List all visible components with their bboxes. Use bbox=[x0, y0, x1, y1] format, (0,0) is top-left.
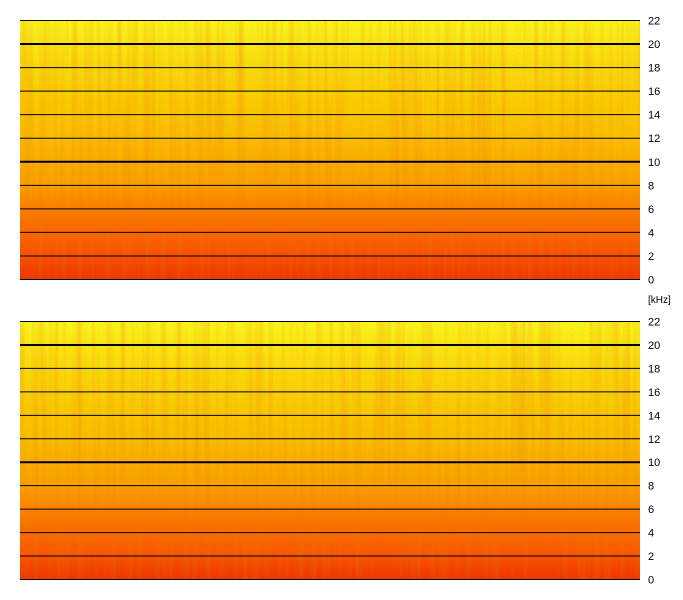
y-tick-label-16: 16 bbox=[648, 387, 660, 399]
spectrogram-noise-texture bbox=[20, 20, 640, 279]
y-tick-label-20: 20 bbox=[648, 340, 660, 352]
y-tick-label-4: 4 bbox=[648, 528, 654, 540]
y-tick-label-18: 18 bbox=[648, 363, 660, 375]
y-tick-label-12: 12 bbox=[648, 434, 660, 446]
y-tick-label-10: 10 bbox=[648, 157, 660, 169]
y-tick-label-20: 20 bbox=[648, 39, 660, 51]
spectrogram-panel-bottom: 0 2 4 6 8 10 12 14 16 18 20 22 bbox=[20, 317, 660, 587]
y-tick-label-16: 16 bbox=[648, 86, 660, 98]
y-tick-label-8: 8 bbox=[648, 481, 654, 493]
y-tick-label-14: 14 bbox=[648, 410, 660, 422]
y-tick-label-4: 4 bbox=[648, 227, 654, 239]
y-tick-label-2: 2 bbox=[648, 551, 654, 563]
y-tick-label-8: 8 bbox=[648, 180, 654, 192]
y-tick-label-0: 0 bbox=[648, 275, 654, 287]
spectrogram-panel-top: 0 2 4 6 8 10 12 14 16 18 20 22 bbox=[20, 16, 660, 287]
y-tick-label-6: 6 bbox=[648, 204, 654, 216]
y-tick-label-22: 22 bbox=[648, 317, 660, 329]
y-tick-label-10: 10 bbox=[648, 457, 660, 469]
y-tick-label-2: 2 bbox=[648, 251, 654, 263]
y-tick-label-22: 22 bbox=[648, 16, 660, 28]
y-tick-label-6: 6 bbox=[648, 504, 654, 516]
frequency-unit-label: [kHz] bbox=[648, 295, 671, 306]
y-tick-label-14: 14 bbox=[648, 110, 660, 122]
y-tick-label-18: 18 bbox=[648, 63, 660, 75]
y-tick-label-0: 0 bbox=[648, 575, 654, 587]
spectrogram-noise-texture bbox=[20, 321, 640, 579]
y-tick-label-12: 12 bbox=[648, 133, 660, 145]
